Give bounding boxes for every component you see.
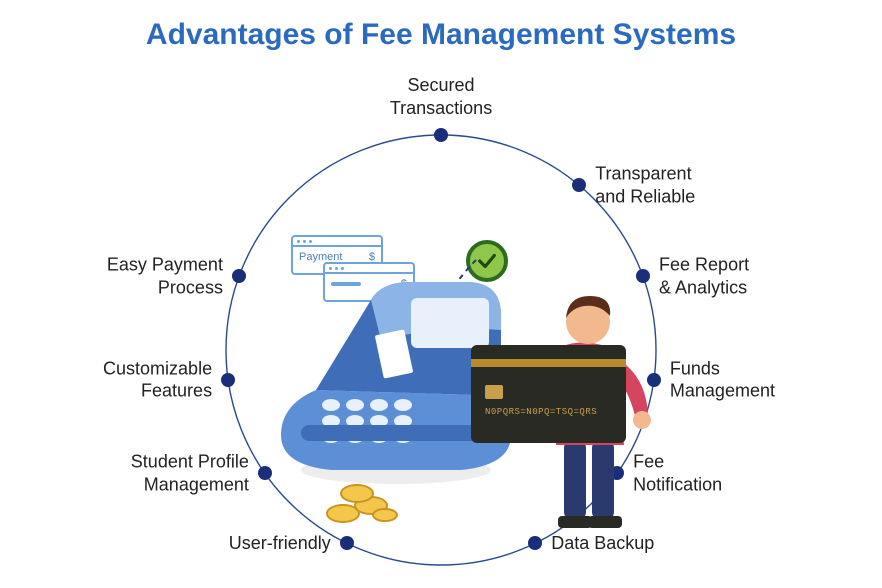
node-label: Fee Report & Analytics (659, 254, 749, 299)
diagram-canvas: Secured Transactions Transparent and Reli… (0, 0, 882, 588)
node-label: Customizable Features (103, 357, 212, 402)
node-dot (221, 373, 235, 387)
node-label: Transparent and Reliable (595, 163, 695, 208)
card-number: N0PQRS=N0PQ=TSQ=QRS (485, 407, 597, 417)
node-label: Funds Management (670, 357, 775, 402)
node-dot (572, 178, 586, 192)
node-label: Secured Transactions (390, 74, 492, 119)
node-dot (232, 269, 246, 283)
node-dot (434, 128, 448, 142)
node-dot (340, 536, 354, 550)
node-label: Student Profile Management (131, 451, 249, 496)
credit-card-icon: N0PQRS=N0PQ=TSQ=QRS (471, 345, 626, 443)
node-label: Easy Payment Process (107, 254, 223, 299)
node-label: Data Backup (551, 532, 654, 555)
node-label: User-friendly (229, 532, 331, 555)
node-dot (528, 536, 542, 550)
